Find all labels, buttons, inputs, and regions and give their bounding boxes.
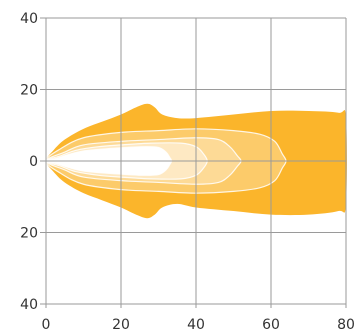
y-tick-label: 0 <box>29 154 38 170</box>
y-tick-label: 40 <box>20 297 38 313</box>
x-tick-label: 80 <box>337 317 355 332</box>
x-tick-label: 0 <box>42 317 51 332</box>
tick-label-layer: 0 20 40 60 80 40 20 0 20 40 <box>20 11 355 332</box>
y-tick-label: 20 <box>20 226 38 242</box>
y-tick-label: 40 <box>20 11 38 27</box>
y-tick-label: 20 <box>20 83 38 99</box>
x-tick-label: 20 <box>112 317 130 332</box>
x-tick-label: 40 <box>187 317 205 332</box>
x-tick-label: 60 <box>262 317 280 332</box>
grid-layer <box>40 17 347 308</box>
